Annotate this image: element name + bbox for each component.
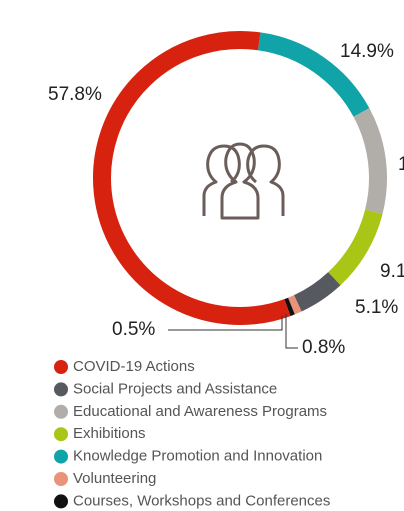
value-label: 14.9%	[340, 41, 394, 62]
value-label: 11.8%	[398, 154, 404, 175]
leader-line	[285, 314, 298, 349]
donut-segment	[353, 108, 387, 214]
legend-label: Exhibitions	[73, 425, 146, 442]
legend-label: COVID-19 Actions	[73, 358, 195, 375]
legend-marker	[54, 449, 68, 464]
legend-marker	[54, 472, 68, 486]
legend-label: Courses, Workshops and Conferences	[73, 492, 330, 509]
value-label: 9.1%	[380, 261, 404, 282]
legend-marker	[54, 427, 68, 442]
legend-label: Knowledge Promotion and Innovation	[73, 448, 322, 465]
value-label: 5.1%	[355, 297, 398, 318]
donut-segment	[93, 31, 291, 325]
legend-marker	[54, 360, 68, 374]
value-label: 0.5%	[112, 319, 155, 340]
leader-line	[168, 316, 283, 331]
donut-segment	[257, 32, 370, 117]
value-label: 57.8%	[48, 84, 102, 105]
legend-marker	[54, 494, 68, 509]
legend-label: Educational and Awareness Programs	[73, 403, 327, 420]
legend-label: Social Projects and Assistance	[73, 380, 277, 397]
donut-segment	[284, 297, 295, 317]
legend-label: Volunteering	[73, 470, 156, 487]
donut-segment	[328, 209, 383, 286]
people-icon	[202, 142, 285, 220]
donut-segment	[293, 271, 341, 312]
value-label: 0.8%	[302, 337, 345, 358]
legend-marker	[54, 404, 68, 419]
legend-marker	[54, 382, 68, 397]
donut-segment	[288, 295, 302, 315]
